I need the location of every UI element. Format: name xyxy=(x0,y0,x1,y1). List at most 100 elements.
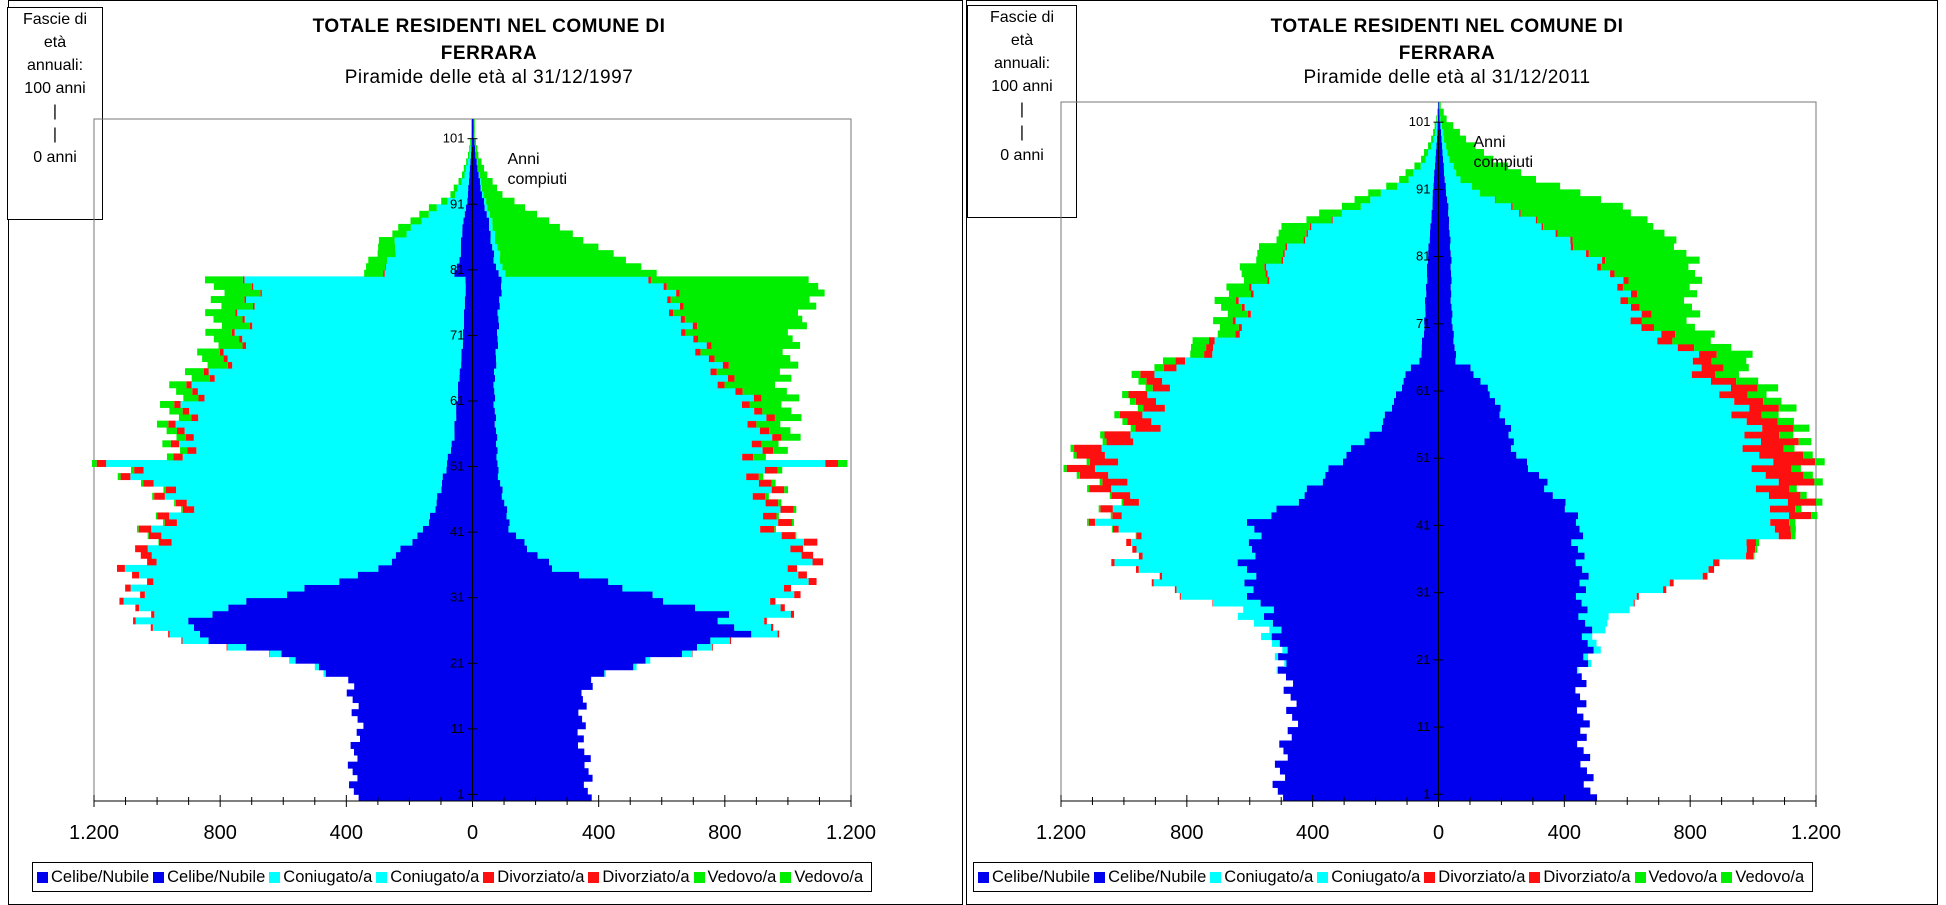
bar-male-coniugato xyxy=(1253,619,1273,627)
bar-female-vedovo xyxy=(1447,149,1484,157)
bar-female-vedovo xyxy=(1716,350,1753,358)
bar-female-celibe xyxy=(472,289,502,297)
bar-female-celibe xyxy=(472,440,497,448)
bar-female-coniugato xyxy=(552,564,788,572)
chart-subtitle: Piramide delle età al 31/12/1997 xyxy=(344,67,634,88)
bar-female-vedovo xyxy=(817,538,818,546)
bar-male-divorziato xyxy=(1175,357,1186,365)
bar-male-coniugato xyxy=(1276,666,1278,674)
bar-female-coniugato xyxy=(1453,330,1662,338)
bar-male-coniugato xyxy=(169,512,430,520)
bar-female-vedovo xyxy=(1790,525,1796,533)
age-box-line: 0 anni xyxy=(1000,147,1044,164)
bar-male-vedovo xyxy=(392,230,407,238)
bar-female-divorziato xyxy=(1669,579,1674,587)
bar-male-vedovo xyxy=(1073,451,1077,459)
bar-female-coniugato xyxy=(1588,572,1703,580)
bar-female-celibe xyxy=(1438,727,1581,735)
age-tick-label: 21 xyxy=(450,655,464,670)
bar-male-coniugato xyxy=(436,204,466,212)
age-box-line: | xyxy=(1019,101,1025,118)
bar-female-vedovo xyxy=(700,348,783,356)
bar-male-divorziato xyxy=(1135,397,1156,405)
bar-female-celibe xyxy=(472,243,493,251)
bar-male-vedovo xyxy=(1219,323,1239,331)
bar-female-celibe xyxy=(1438,397,1496,405)
bar-female-vedovo xyxy=(500,250,614,258)
bar-female-vedovo xyxy=(1675,330,1715,338)
bar-female-vedovo xyxy=(771,479,776,487)
bar-male-celibe xyxy=(1246,592,1439,600)
bar-female-celibe xyxy=(472,263,497,271)
bar-male-celibe xyxy=(463,217,473,225)
age-box-line: annuali: xyxy=(993,55,1051,72)
bar-female-celibe xyxy=(472,741,578,749)
bar-female-divorziato xyxy=(760,525,775,533)
bar-male-celibe xyxy=(1246,565,1439,573)
bar-female-vedovo xyxy=(1440,115,1447,123)
bar-male-divorziato xyxy=(1104,431,1131,439)
bar-female-vedovo xyxy=(778,499,782,507)
bar-male-vedovo xyxy=(1135,532,1137,540)
bar-male-celibe xyxy=(1264,612,1439,620)
bar-male-divorziato xyxy=(209,374,215,382)
bar-male-divorziato xyxy=(235,309,238,317)
legend-swatch xyxy=(153,871,165,883)
bar-male-divorziato xyxy=(170,440,180,448)
bar-male-vedovo xyxy=(1070,444,1075,452)
bar-female-celibe xyxy=(472,466,499,474)
bar-female-divorziato xyxy=(746,473,759,481)
bar-male-coniugato xyxy=(156,558,392,566)
bar-male-coniugato xyxy=(1147,391,1396,399)
bar-female-vedovo xyxy=(492,217,550,225)
bar-male-celibe xyxy=(357,715,473,723)
legend-swatch xyxy=(37,871,48,883)
bar-male-coniugato xyxy=(1360,202,1433,210)
bar-female-coniugato xyxy=(501,276,649,284)
bar-female-celibe xyxy=(1438,216,1450,224)
bar-female-divorziato xyxy=(1760,438,1799,446)
bar-female-divorziato xyxy=(808,578,817,585)
bar-male-vedovo xyxy=(166,427,178,435)
bar-female-coniugato xyxy=(506,512,764,520)
bar-male-divorziato xyxy=(1135,565,1139,573)
bar-female-celibe xyxy=(1438,189,1447,197)
bar-male-coniugato xyxy=(1104,451,1347,459)
bar-male-celibe xyxy=(454,433,473,441)
bar-male-vedovo xyxy=(91,460,97,467)
bar-female-vedovo xyxy=(753,453,766,461)
bar-male-celibe xyxy=(357,774,473,782)
bar-male-coniugato xyxy=(1282,646,1288,654)
bar-male-divorziato xyxy=(150,623,153,631)
bar-female-divorziato xyxy=(1751,464,1792,473)
bar-female-coniugato xyxy=(1455,357,1693,365)
bar-male-vedovo xyxy=(224,289,261,297)
bar-male-coniugato xyxy=(394,237,461,244)
bar-male-vedovo xyxy=(1138,377,1147,385)
bar-male-celibe xyxy=(1434,162,1439,170)
bar-male-coniugato xyxy=(261,289,466,297)
bar-male-coniugato xyxy=(1287,243,1429,251)
bar-male-celibe xyxy=(1419,357,1439,365)
bar-male-celibe xyxy=(1244,579,1439,587)
bar-female-divorziato xyxy=(735,387,743,395)
x-tick-label: 400 xyxy=(582,822,615,844)
bar-male-celibe xyxy=(1405,370,1439,378)
bar-female-vedovo xyxy=(724,381,776,389)
bar-female-coniugato xyxy=(1451,317,1631,325)
bar-female-vedovo xyxy=(1711,357,1747,365)
bar-female-divorziato xyxy=(1719,391,1748,399)
bar-female-coniugato xyxy=(497,328,682,336)
bar-male-divorziato xyxy=(1265,270,1268,278)
bar-male-divorziato xyxy=(157,512,170,520)
bar-female-celibe xyxy=(1438,511,1579,520)
bar-female-celibe xyxy=(472,768,589,776)
bar-female-coniugato xyxy=(496,355,709,363)
bar-female-vedovo xyxy=(1441,122,1454,130)
bar-female-celibe xyxy=(472,322,500,330)
bar-female-celibe xyxy=(472,519,510,526)
bar-female-divorziato xyxy=(1586,249,1589,257)
bar-male-coniugato xyxy=(1436,122,1438,130)
bar-male-celibe xyxy=(353,748,473,756)
bar-female-divorziato xyxy=(667,296,671,304)
